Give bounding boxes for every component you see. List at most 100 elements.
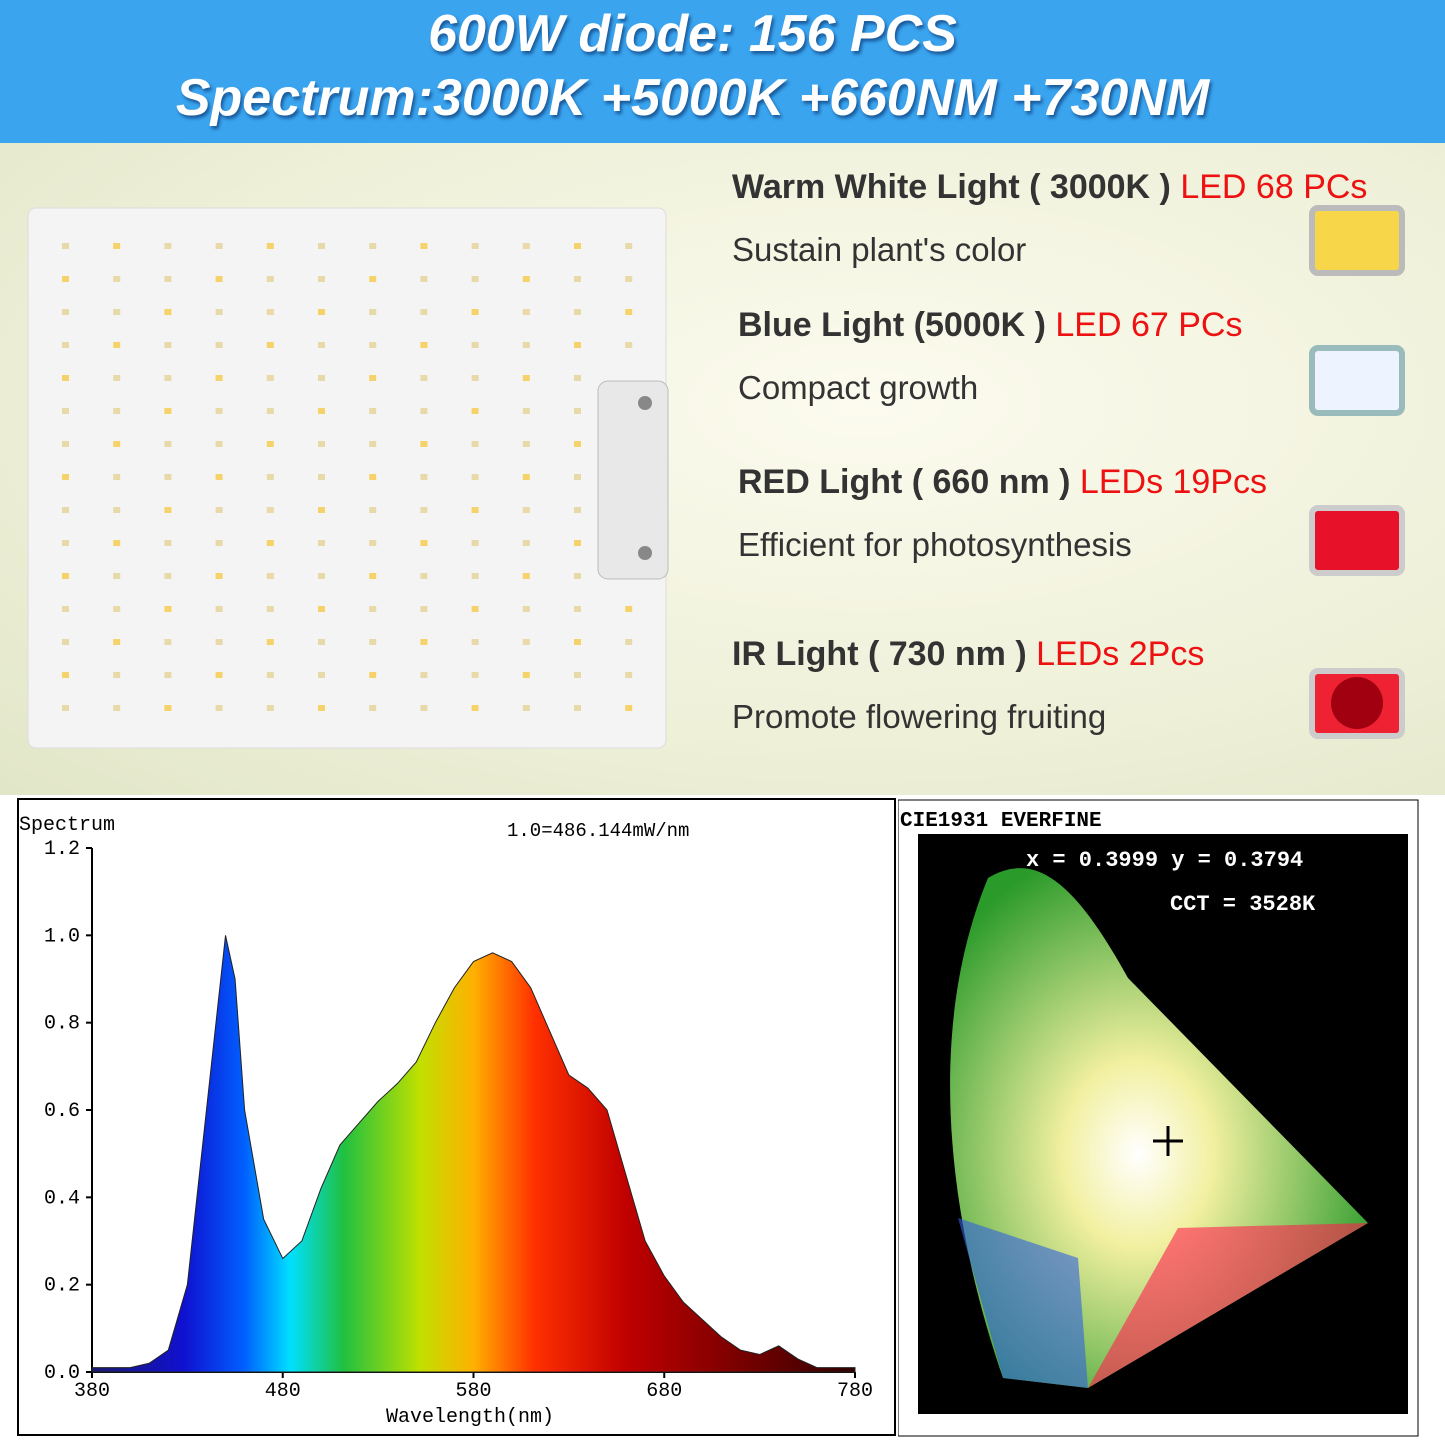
led-dot — [215, 606, 223, 612]
led-dot — [318, 705, 325, 711]
led-dot — [369, 441, 377, 447]
led-dot — [369, 276, 377, 282]
x-tick-label: 480 — [265, 1380, 301, 1403]
led-dot — [164, 375, 172, 381]
led-dot — [574, 573, 581, 579]
y-tick-label: 1.0 — [44, 925, 80, 948]
led-dot — [62, 672, 69, 678]
header: 600W diode: 156 PCS Spectrum:3000K +5000… — [0, 0, 1445, 143]
led-dot — [113, 375, 121, 381]
led-dot — [471, 639, 479, 645]
chart-title: Spectrum — [19, 814, 115, 837]
led-name: RED Light ( 660 nm ) — [738, 463, 1071, 501]
led-count: LED 67 PCs — [1055, 306, 1243, 344]
led-icon — [1309, 345, 1405, 416]
led-dot — [369, 243, 377, 249]
led-dot — [574, 441, 581, 447]
spectrum-chart: Spectrum 1.0=486.144mW/nm Wavelength(nm) 0.… — [17, 798, 896, 1436]
led-dot — [471, 474, 479, 480]
led-dot — [420, 441, 428, 447]
led-dot — [164, 705, 172, 711]
led-dot — [318, 243, 325, 249]
screw — [638, 396, 652, 410]
led-dot — [113, 441, 121, 447]
led-dot — [625, 342, 633, 348]
led-dot — [318, 540, 325, 546]
led-dot — [62, 507, 69, 513]
led-dot — [369, 408, 377, 414]
led-dot — [471, 441, 479, 447]
led-dot — [625, 672, 633, 678]
led-dot — [215, 573, 223, 579]
led-dot — [369, 639, 377, 645]
led-dot — [215, 474, 223, 480]
x-axis-label: Wavelength(nm) — [386, 1406, 554, 1429]
led-dot — [113, 705, 121, 711]
driver-box — [597, 380, 669, 580]
led-dot — [62, 408, 69, 414]
led-dot — [113, 540, 121, 546]
cie-coords: x = 0.3999 y = 0.3794 — [1026, 848, 1303, 873]
product-panel: Warm White Light ( 3000K ) LED 68 PCs Sus… — [0, 143, 1445, 795]
led-dot — [266, 408, 274, 414]
led-dot — [113, 309, 121, 315]
led-dot — [471, 342, 479, 348]
led-dot — [62, 342, 69, 348]
y-tick-label: 0.4 — [44, 1187, 80, 1210]
led-dot — [266, 375, 274, 381]
led-dot — [522, 309, 530, 315]
led-dot — [113, 408, 121, 414]
led-dot — [164, 606, 172, 612]
led-dot — [625, 705, 633, 711]
led-dot — [215, 639, 223, 645]
led-icon — [1309, 205, 1405, 276]
led-dot — [420, 408, 428, 414]
y-tick-label: 0.8 — [44, 1013, 80, 1036]
led-dot — [266, 243, 274, 249]
led-dot — [420, 474, 428, 480]
led-dot — [164, 441, 172, 447]
led-dot — [215, 375, 223, 381]
led-dot — [113, 507, 121, 513]
led-dot — [369, 342, 377, 348]
led-dot — [471, 408, 479, 414]
cie-blue — [958, 1218, 1088, 1388]
led-dot — [164, 474, 172, 480]
led-dot — [522, 276, 530, 282]
led-dot — [62, 540, 69, 546]
led-dot — [522, 474, 530, 480]
cie-title: CIE1931 EVERFINE — [900, 810, 1102, 833]
led-dot — [62, 441, 69, 447]
led-dot — [113, 639, 121, 645]
led-dot — [522, 342, 530, 348]
led-dot — [62, 243, 69, 249]
led-dot — [471, 507, 479, 513]
led-dot — [625, 309, 633, 315]
led-dot — [164, 276, 172, 282]
led-dot — [574, 276, 581, 282]
led-dot — [164, 672, 172, 678]
led-dot — [318, 474, 325, 480]
cie-cct: CCT = 3528K — [1170, 892, 1316, 917]
led-dot — [215, 540, 223, 546]
led-dot — [420, 573, 428, 579]
y-tick-label: 0.6 — [44, 1100, 80, 1123]
led-dot — [369, 540, 377, 546]
led-dot — [62, 705, 69, 711]
led-dot — [215, 408, 223, 414]
led-dot — [420, 540, 428, 546]
led-dot — [266, 639, 274, 645]
led-dot — [62, 276, 69, 282]
led-dot — [318, 507, 325, 513]
led-dot — [62, 606, 69, 612]
led-dot — [625, 606, 633, 612]
led-dot — [62, 639, 69, 645]
led-dot — [522, 573, 530, 579]
led-dot — [113, 474, 121, 480]
led-count: LEDs 19Pcs — [1079, 463, 1268, 501]
led-dot — [164, 408, 172, 414]
led-dot — [574, 375, 581, 381]
led-dot — [164, 243, 172, 249]
led-dot — [522, 441, 530, 447]
led-dot — [266, 342, 274, 348]
